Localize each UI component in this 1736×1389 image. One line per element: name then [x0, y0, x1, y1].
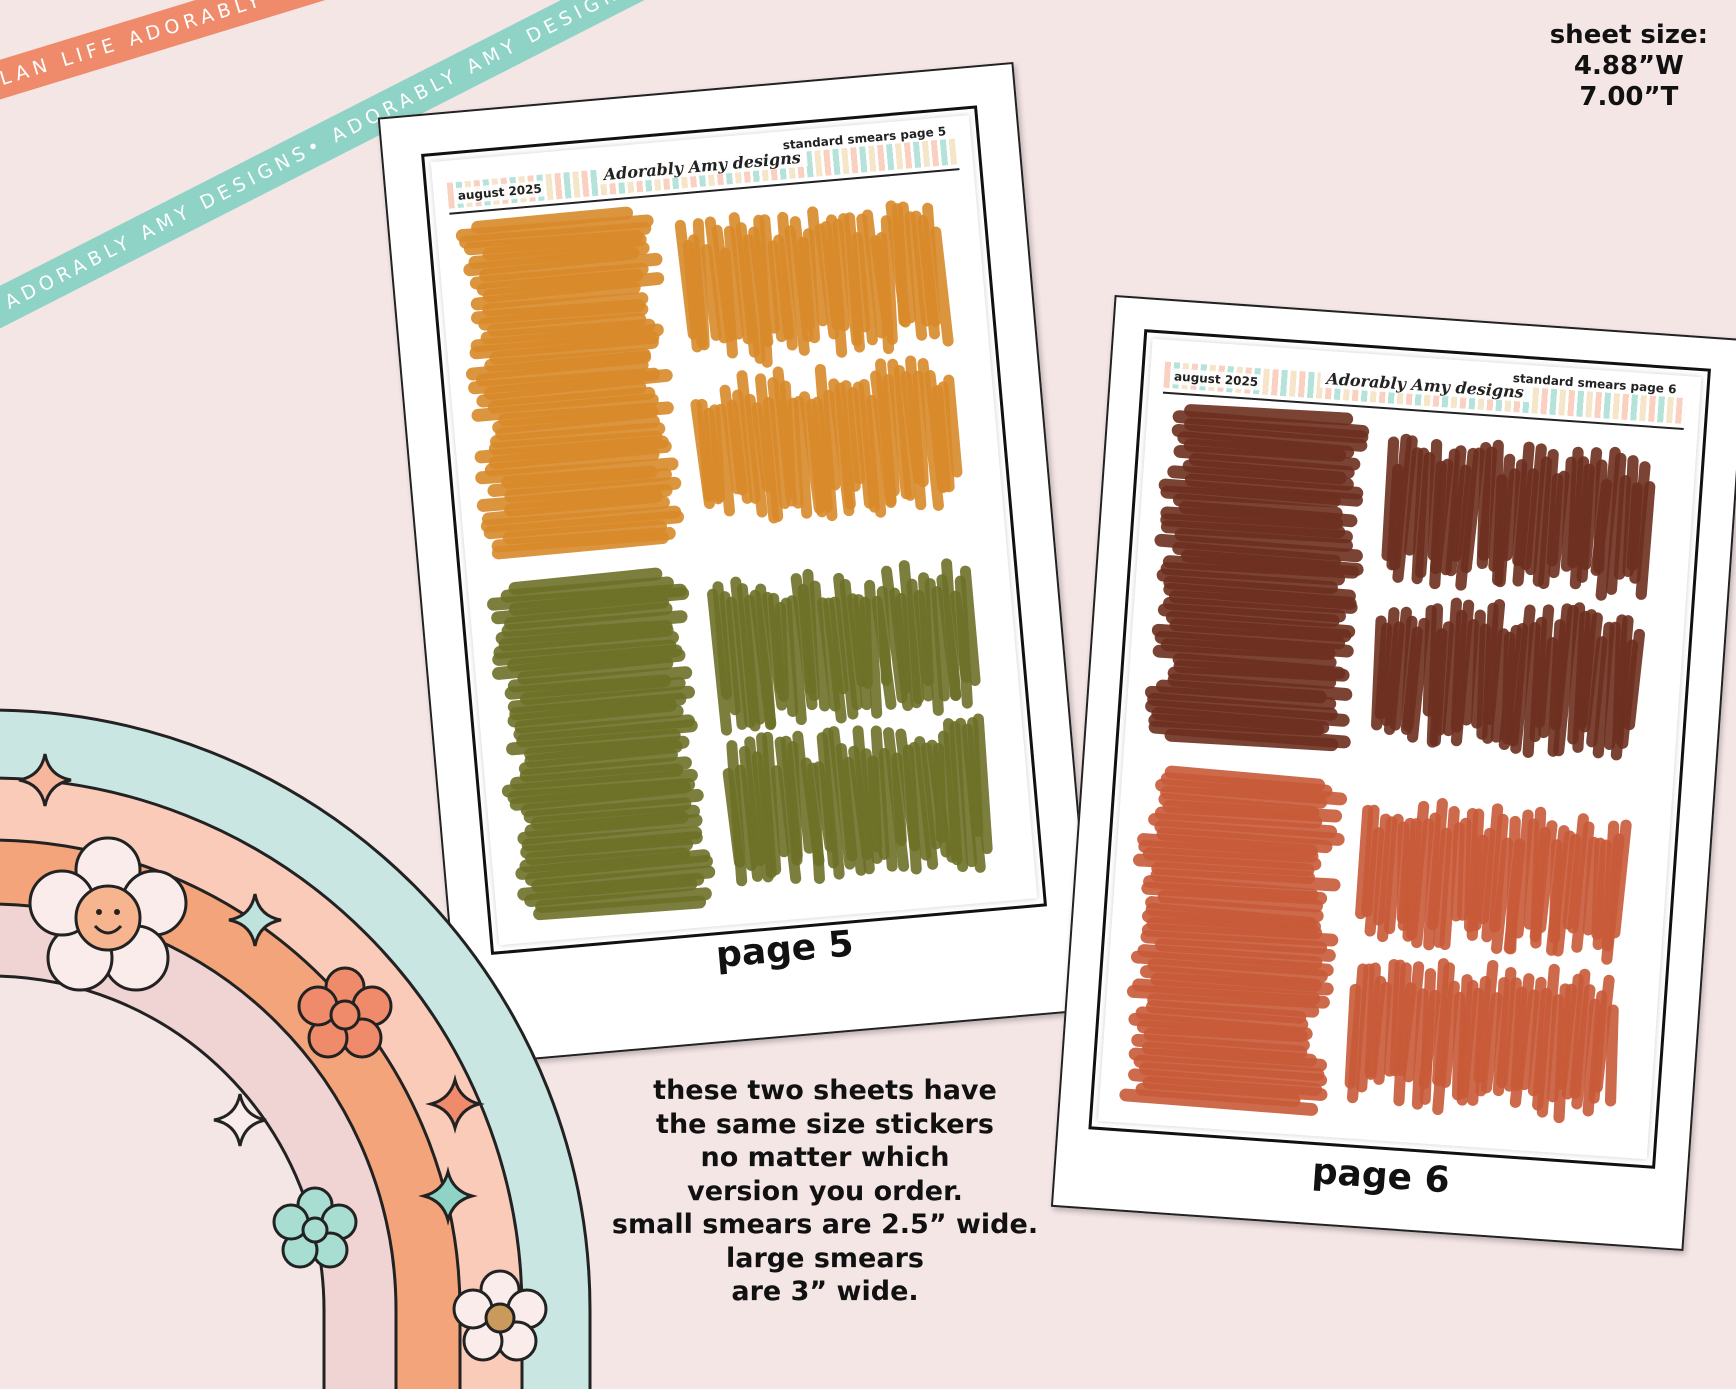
caption-line: version you order. — [687, 1175, 963, 1207]
sheet-border: august 2025 Adorably Amy designs standar… — [1088, 329, 1711, 1169]
caption-line: these two sheets have — [653, 1075, 997, 1106]
sparkle-icon — [418, 1166, 478, 1226]
sheet-size-height: 7.00”T — [1579, 82, 1679, 112]
sparkle-icon — [213, 1093, 267, 1147]
sheet-size-width: 4.88”W — [1573, 51, 1684, 81]
caption-line: small smears are 2.5” wide. — [611, 1209, 1039, 1240]
sheet-size-label: sheet size: — [1549, 20, 1708, 50]
caption-line: the same size stickers — [656, 1108, 994, 1140]
smear-sticker — [1381, 433, 1656, 601]
sparkle-icon — [228, 893, 282, 947]
flower-icon — [272, 1186, 358, 1269]
caption: these two sheets have the same size stic… — [590, 1074, 1060, 1309]
flower-icon — [452, 1269, 548, 1362]
smear-sticker — [1355, 798, 1632, 965]
sparkle-icon — [18, 753, 72, 807]
smear-sticker — [1371, 597, 1646, 761]
flower-icon — [297, 966, 393, 1059]
caption-line: no matter which — [700, 1142, 950, 1173]
smear-sticker — [674, 200, 954, 368]
smear-sticker — [707, 558, 981, 736]
smear-sticker — [1344, 958, 1619, 1124]
caption-line: are 3” wide. — [731, 1276, 919, 1307]
sparkle-icon — [425, 1074, 485, 1134]
smear-sticker — [722, 713, 993, 887]
page-label: page 6 — [1310, 1150, 1451, 1202]
sheet-border: august 2025 Adorably Amy designs standar… — [421, 105, 1048, 955]
smiley-flower-icon — [28, 836, 188, 992]
sticker-sheet: august 2025 Adorably Amy designs standar… — [1098, 338, 1702, 1160]
sheet-card-page-6: august 2025 Adorably Amy designs standar… — [1050, 295, 1736, 1251]
smear-sticker — [455, 206, 685, 560]
sheet-size-info: sheet size: 4.88”W 7.00”T — [1550, 20, 1708, 113]
smear-area — [455, 200, 993, 921]
sheet-card-page-5: august 2025 Adorably Amy designs standar… — [377, 62, 1097, 1066]
sticker-sheet: august 2025 Adorably Amy designs standar… — [430, 115, 1038, 946]
smear-sticker — [690, 355, 963, 524]
smear-sticker — [1119, 765, 1348, 1116]
rainbow-illustration — [0, 708, 592, 1389]
smear-sticker — [1144, 404, 1370, 752]
smear-sticker — [487, 567, 716, 921]
smear-area — [1119, 404, 1656, 1124]
caption-line: large smears — [726, 1242, 924, 1274]
